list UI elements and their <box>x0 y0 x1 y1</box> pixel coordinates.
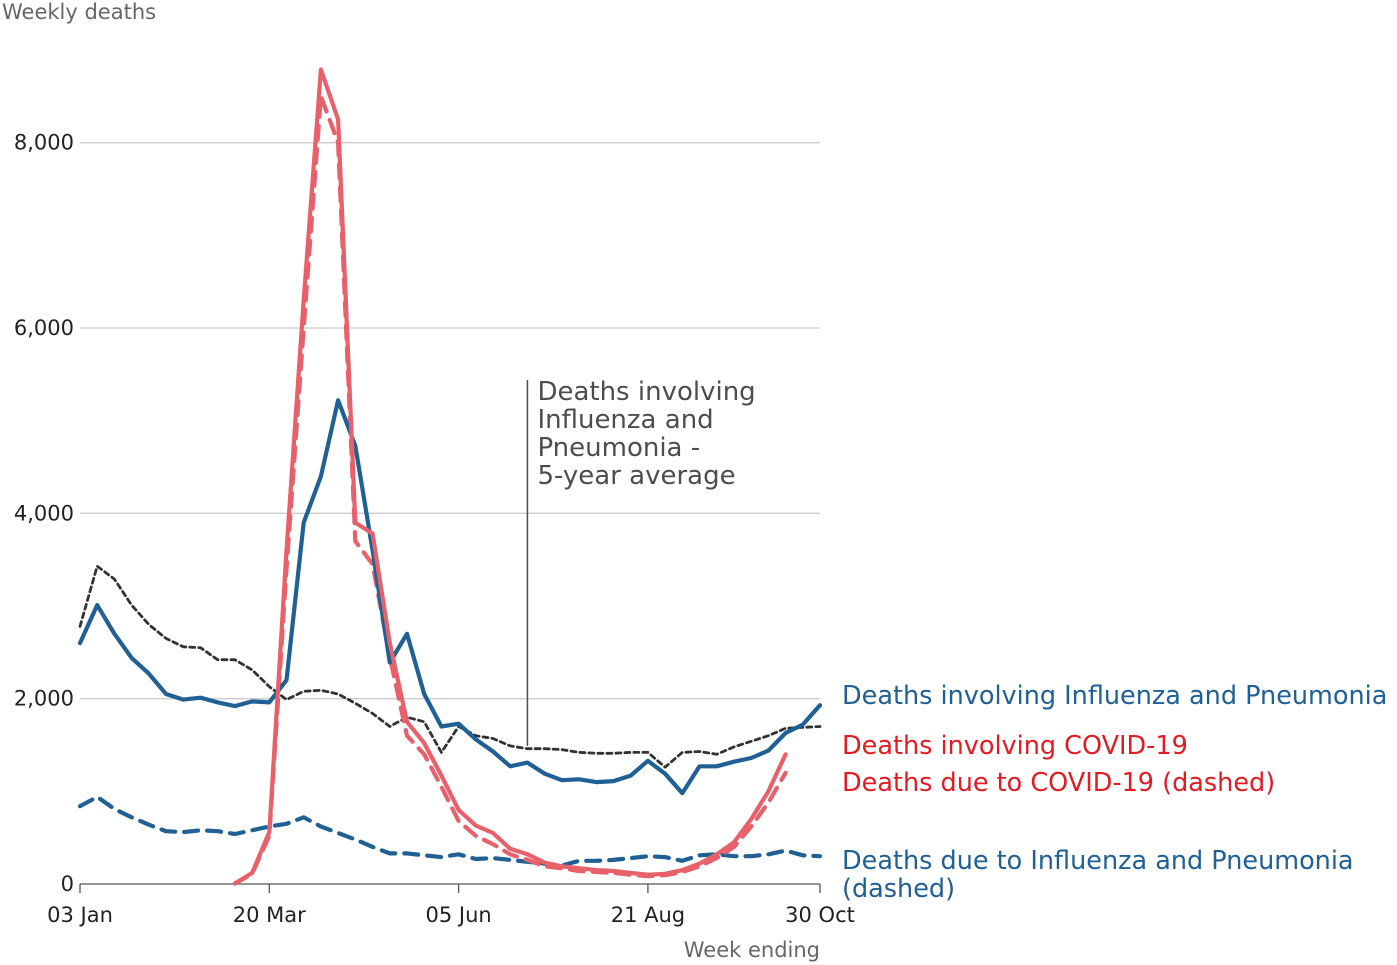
series-line-3 <box>232 94 788 886</box>
series-line-2 <box>232 67 788 886</box>
annotation-line-3: Pneumonia - <box>537 433 700 463</box>
series-line-1 <box>77 794 823 868</box>
legend-flu-due: Deaths due to Influenza and Pneumonia <box>842 846 1354 876</box>
y-tick-label: 6,000 <box>14 316 74 340</box>
five-year-average-annotation: Deaths involving Influenza and Pneumonia… <box>526 377 756 746</box>
annotation-line-2: Influenza and <box>537 405 713 435</box>
annotation-line-4: 5-year average <box>537 461 735 491</box>
y-tick-label: 8,000 <box>14 131 74 155</box>
x-tick-label: 30 Oct <box>785 903 855 927</box>
series-line-4 <box>78 564 822 769</box>
x-tick-label: 03 Jan <box>47 903 113 927</box>
y-tick-label: 4,000 <box>14 501 74 525</box>
gridlines <box>80 142 820 700</box>
series-group <box>77 67 823 886</box>
legend: Deaths involving Influenza and Pneumonia… <box>842 681 1387 904</box>
legend-covid-involving: Deaths involving COVID-19 <box>842 731 1188 761</box>
x-axis-ticks: 03 Jan 20 Mar 05 Jun 21 Aug 30 Oct <box>47 884 855 927</box>
y-tick-label: 0 <box>61 872 74 896</box>
legend-flu-due-suffix: (dashed) <box>842 874 955 904</box>
y-axis-title: Weekly deaths <box>2 0 156 24</box>
x-tick-label: 05 Jun <box>425 903 491 927</box>
x-axis-title: Week ending <box>684 938 820 962</box>
annotation-line-1: Deaths involving <box>537 377 755 407</box>
x-tick-label: 20 Mar <box>233 903 306 927</box>
series-line-0 <box>77 398 823 796</box>
legend-flu-involving: Deaths involving Influenza and Pneumonia <box>842 681 1387 711</box>
legend-covid-due: Deaths due to COVID-19 (dashed) <box>842 768 1275 798</box>
y-tick-label: 2,000 <box>14 687 74 711</box>
x-tick-label: 21 Aug <box>611 903 685 927</box>
y-axis-ticks: 0 2,000 4,000 6,000 8,000 <box>14 131 74 896</box>
